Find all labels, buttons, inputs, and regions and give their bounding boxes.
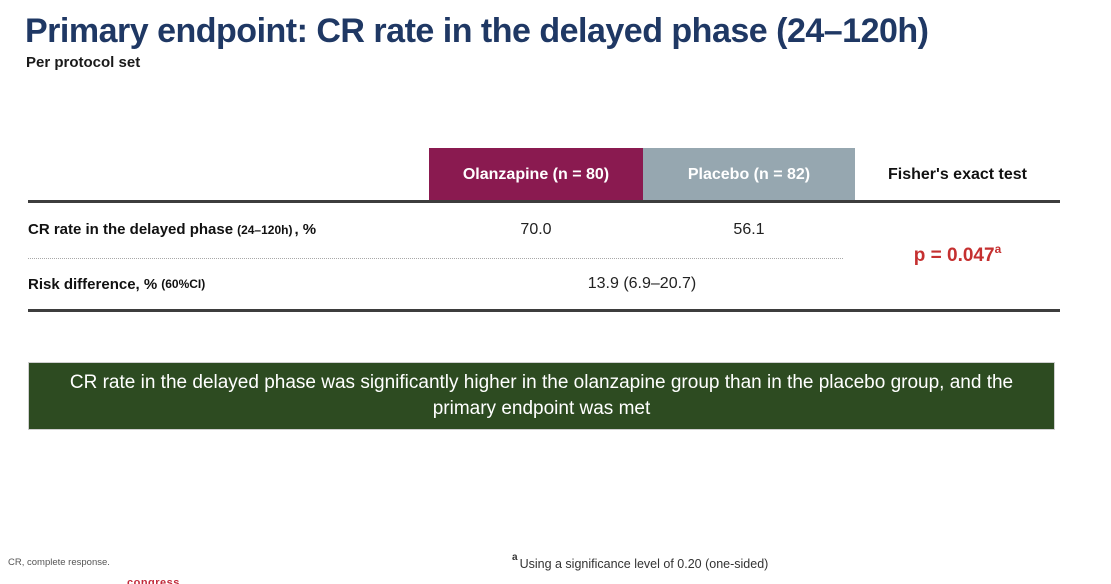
table-top-rule xyxy=(28,200,1060,203)
footnote-marker: a xyxy=(512,551,518,563)
abbreviation-note: CR, complete response. xyxy=(8,557,110,568)
column-header-fisher-test: Fisher's exact test xyxy=(888,165,1027,183)
column-header-olanzapine: Olanzapine (n = 80) xyxy=(429,148,643,201)
page-subtitle: Per protocol set xyxy=(26,54,141,71)
table-bottom-rule xyxy=(28,309,1060,312)
table-dotted-divider xyxy=(28,258,843,259)
value-cr-rate-olanzapine: 70.0 xyxy=(520,220,552,238)
results-table: Olanzapine (n = 80) Placebo (n = 82) Fis… xyxy=(28,148,1060,314)
row-label-risk-difference-detail: (60%CI) xyxy=(161,277,206,291)
row-label-cr-rate-main: CR rate in the delayed phase xyxy=(28,221,234,238)
row-label-risk-difference-main: Risk difference, % xyxy=(28,275,158,293)
row-label-cr-rate-suffix: , % xyxy=(294,221,317,238)
value-cr-rate-placebo: 56.1 xyxy=(733,220,765,238)
column-header-placebo: Placebo (n = 82) xyxy=(643,148,855,201)
p-value-text: p = 0.047 xyxy=(913,244,995,266)
footnote-text: Using a significance level of 0.20 (one-… xyxy=(519,557,769,571)
page-title: Primary endpoint: CR rate in the delayed… xyxy=(25,12,929,50)
p-value: p = 0.047 a xyxy=(913,241,1002,266)
row-label-risk-difference: Risk difference, % (60%CI) xyxy=(28,258,429,310)
row-label-cr-rate-detail: (24–120h) xyxy=(237,222,293,237)
conclusion-banner: CR rate in the delayed phase was signifi… xyxy=(28,362,1055,430)
conclusion-banner-text: CR rate in the delayed phase was signifi… xyxy=(69,372,1014,419)
row-label-cr-rate: CR rate in the delayed phase (24–120h) ,… xyxy=(28,201,429,258)
congress-logo-partial: congress xyxy=(127,577,180,584)
header-spacer xyxy=(28,148,429,201)
significance-footnote: a Using a significance level of 0.20 (one… xyxy=(512,552,769,571)
value-risk-difference: 13.9 (6.9–20.7) xyxy=(587,275,697,292)
